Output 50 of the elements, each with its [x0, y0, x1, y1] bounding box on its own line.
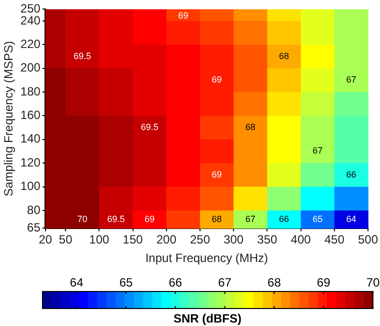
color-bar-label: 68: [268, 275, 282, 290]
y-tick-label: 200: [20, 60, 41, 75]
data-label: 69: [212, 169, 222, 180]
x-tick-label: 150: [122, 232, 144, 247]
x-tick-label: 20: [38, 232, 52, 247]
color-bar-title: SNR (dBFS): [174, 311, 242, 326]
data-label: 67: [346, 74, 356, 85]
color-bar-label: 67: [218, 275, 232, 290]
data-label: 66: [278, 214, 289, 224]
data-label: 69.5: [107, 214, 125, 224]
x-tick-label: 500: [358, 232, 378, 247]
data-label: 69.5: [140, 122, 158, 132]
data-label: 64: [346, 214, 356, 224]
x-tick-label: 200: [156, 232, 177, 247]
data-label: 69: [212, 74, 222, 85]
y-tick-label: 160: [20, 108, 41, 122]
data-label: 68: [278, 51, 289, 62]
color-bar-label: 70: [366, 275, 380, 290]
data-label: 65: [312, 214, 323, 224]
y-tick-label: 140: [20, 132, 41, 146]
data-label: 66: [346, 169, 356, 180]
color-bar-label: 66: [168, 275, 182, 290]
x-axis-title: Input Frequency (MHz): [145, 251, 268, 266]
x-tick-label: 100: [89, 232, 110, 247]
y-tick-label: 220: [20, 37, 41, 52]
data-label: 68: [245, 122, 256, 132]
color-bar-label: 65: [119, 275, 133, 290]
y-axis-title: Sampling Frequency (MSPS): [2, 41, 16, 196]
x-tick-label: 250: [190, 232, 210, 247]
x-tick-label: 350: [257, 232, 278, 247]
data-label: 69: [144, 214, 155, 224]
color-bar-label: 69: [316, 275, 331, 290]
data-label: 68: [212, 214, 222, 224]
y-tick-label: 240: [20, 13, 41, 28]
y-tick-label: 80: [27, 202, 41, 217]
data-label: 69.5: [74, 51, 92, 62]
x-tick-label: 300: [224, 232, 244, 247]
y-tick-label: 250: [20, 2, 41, 16]
y-tick-label: 100: [20, 179, 41, 194]
data-label: 67: [245, 214, 256, 224]
data-label: 67: [312, 146, 323, 156]
y-tick-label: 120: [20, 155, 41, 170]
color-bar-label: 64: [70, 275, 84, 290]
data-label: 70: [77, 214, 88, 224]
data-label: 69: [178, 10, 188, 21]
x-tick-label: 400: [290, 232, 312, 247]
y-tick-label: 65: [27, 220, 41, 235]
x-tick-label: 50: [58, 232, 73, 247]
x-tick-label: 450: [324, 232, 345, 247]
y-tick-label: 180: [20, 84, 41, 98]
